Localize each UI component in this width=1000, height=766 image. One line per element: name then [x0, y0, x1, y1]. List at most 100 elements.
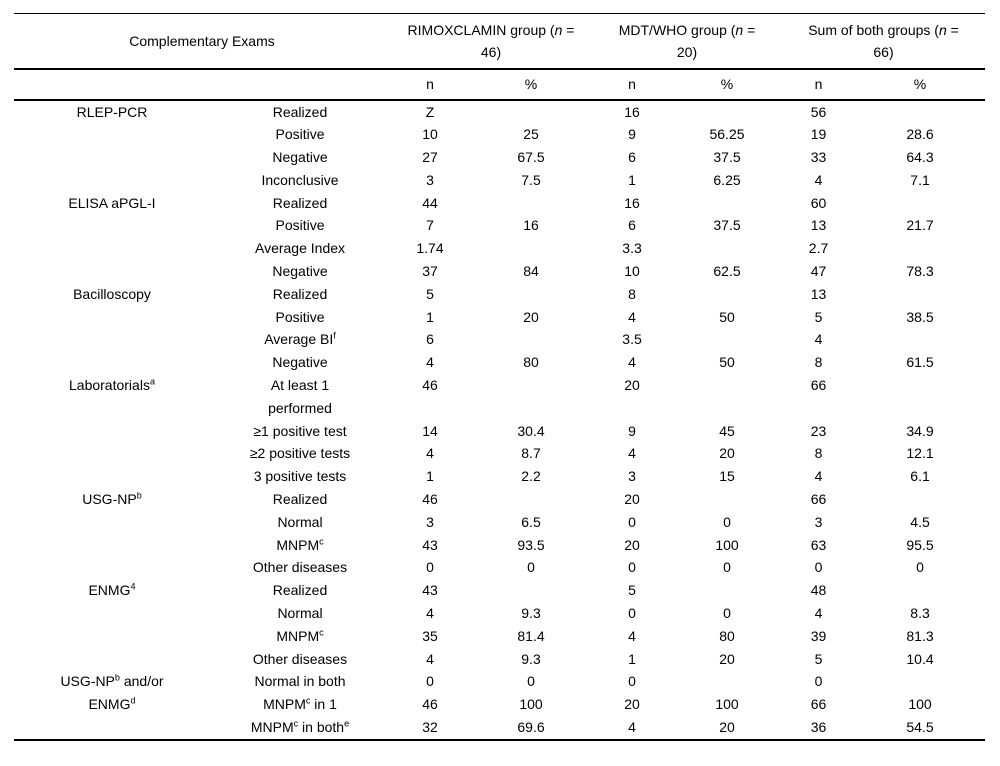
- cell-n: 0: [814, 673, 823, 690]
- table-row: MNPMc in 1 46 100 20 100 66 100: [14, 693, 985, 716]
- cell-percent: 38.5: [906, 308, 934, 325]
- cell-n: 23: [810, 422, 827, 439]
- cell-percent: [672, 192, 782, 215]
- cell-n: 44: [422, 194, 438, 211]
- section-label: RLEP-PCR: [76, 103, 148, 120]
- section-label: ENMG4: [88, 581, 136, 599]
- cell-percent: [855, 374, 985, 420]
- cell-n: 4: [628, 354, 636, 371]
- cell-n: 4: [814, 171, 823, 188]
- cell-percent: 0: [723, 513, 731, 530]
- table-row: Positive 10 25 9 56.25 19 28.6: [14, 123, 985, 146]
- cell-percent: 64.3: [906, 149, 934, 166]
- subheader-percent: %: [470, 68, 593, 101]
- cell-n: 16: [624, 103, 640, 120]
- row-label: Positive: [275, 217, 325, 234]
- table-row: Average BIf 6 3.5 4: [14, 328, 985, 351]
- cell-n: 1: [628, 171, 636, 188]
- cell-percent: [672, 328, 782, 351]
- cell-n: 0: [628, 513, 636, 530]
- row-label: MNPMc in 1: [263, 695, 337, 713]
- cell-percent: 20: [523, 308, 539, 325]
- cell-percent: 25: [523, 126, 539, 143]
- cell-percent: 20: [719, 719, 735, 736]
- cell-n: 1: [426, 308, 434, 325]
- cell-n: 19: [810, 126, 827, 143]
- cell-n: 20: [624, 536, 640, 553]
- cell-n: 8: [814, 354, 823, 371]
- cell-percent: 6.25: [713, 171, 741, 188]
- cell-percent: 50: [719, 354, 735, 371]
- table-row: Negative 27 67.5 6 37.5 33 64.3: [14, 146, 985, 169]
- row-label: Other diseases: [252, 559, 348, 576]
- row-label: MNPMc: [276, 535, 324, 553]
- table-body: RLEP-PCR Realized Z 16 56 Positive 10 25 9 56.25 1…: [14, 100, 985, 740]
- cell-percent: [672, 670, 782, 693]
- cell-percent: [672, 100, 782, 124]
- cell-percent: 100: [519, 696, 543, 713]
- cell-n: 10: [624, 263, 640, 280]
- cell-n: 5: [426, 285, 434, 302]
- cell-percent: [855, 192, 985, 215]
- cell-n: 27: [422, 149, 438, 166]
- cell-percent: [470, 283, 592, 306]
- table-row: Positive 1 20 4 50 5 38.5: [14, 306, 985, 329]
- cell-percent: [855, 579, 985, 602]
- cell-percent: 80: [523, 354, 539, 371]
- cell-percent: 100: [715, 536, 739, 553]
- cell-n: 0: [426, 673, 434, 690]
- row-label: Negative: [272, 354, 328, 371]
- cell-percent: [470, 192, 592, 215]
- table-row: Negative 4 80 4 50 8 61.5: [14, 351, 985, 374]
- header-group-row: Complementary Exams RIMOXCLAMIN group (n …: [14, 13, 986, 70]
- cell-percent: [672, 579, 782, 602]
- cell-n: 4: [814, 605, 823, 622]
- table-row: 3 positive tests 1 2.2 3 15 4 6.1: [14, 465, 985, 488]
- cell-n: 7: [426, 217, 434, 234]
- cell-percent: [855, 100, 985, 124]
- cell-n: 0: [814, 559, 823, 576]
- subheader-percent: %: [855, 68, 986, 101]
- cell-n: 4: [426, 650, 434, 667]
- cell-n: 37: [422, 263, 438, 280]
- row-label: Positive: [275, 308, 325, 325]
- cell-n: 1: [426, 468, 434, 485]
- cell-percent: 6.1: [910, 468, 930, 485]
- subheader-percent: %: [672, 68, 783, 101]
- cell-n: 9: [628, 422, 636, 439]
- cell-percent: 37.5: [713, 149, 741, 166]
- row-label: Realized: [272, 285, 328, 302]
- cell-percent: [470, 237, 592, 260]
- table-row: Inconclusive 3 7.5 1 6.25 4 7.1: [14, 169, 985, 192]
- table-row: Positive 7 16 6 37.5 13 21.7: [14, 214, 985, 237]
- row-label: Realized: [272, 194, 328, 211]
- cell-percent: 30.4: [517, 422, 545, 439]
- cell-percent: 6.5: [521, 513, 541, 530]
- row-label: Average BIf: [264, 330, 336, 348]
- cell-percent: 8.3: [910, 605, 930, 622]
- table-row: Negative 37 84 10 62.5 47 78.3: [14, 260, 985, 283]
- cell-n: 20: [624, 491, 640, 508]
- cell-percent: [470, 328, 592, 351]
- row-label: Inconclusive: [261, 171, 339, 188]
- subheader-row: n% n% n%: [14, 68, 986, 101]
- table-row: ≥1 positive test 14 30.4 9 45 23 34.9: [14, 420, 985, 443]
- row-label: Realized: [272, 491, 328, 508]
- cell-percent: 0: [527, 673, 535, 690]
- row-label: MNPMc in bothe: [250, 718, 350, 736]
- cell-n: 6: [628, 149, 636, 166]
- cell-n: 4: [628, 308, 636, 325]
- cell-percent: 37.5: [713, 217, 741, 234]
- cell-n: 47: [810, 263, 827, 280]
- cell-percent: 15: [719, 468, 735, 485]
- cell-n: 4: [814, 331, 823, 348]
- cell-n: 6: [628, 217, 636, 234]
- section-label: Bacilloscopy: [73, 285, 151, 302]
- cell-n: 66: [810, 696, 827, 713]
- cell-n: 56: [810, 103, 827, 120]
- cell-n: Z: [425, 103, 435, 120]
- row-label: Realized: [272, 582, 328, 599]
- cell-percent: 0: [723, 605, 731, 622]
- cell-percent: [855, 488, 985, 511]
